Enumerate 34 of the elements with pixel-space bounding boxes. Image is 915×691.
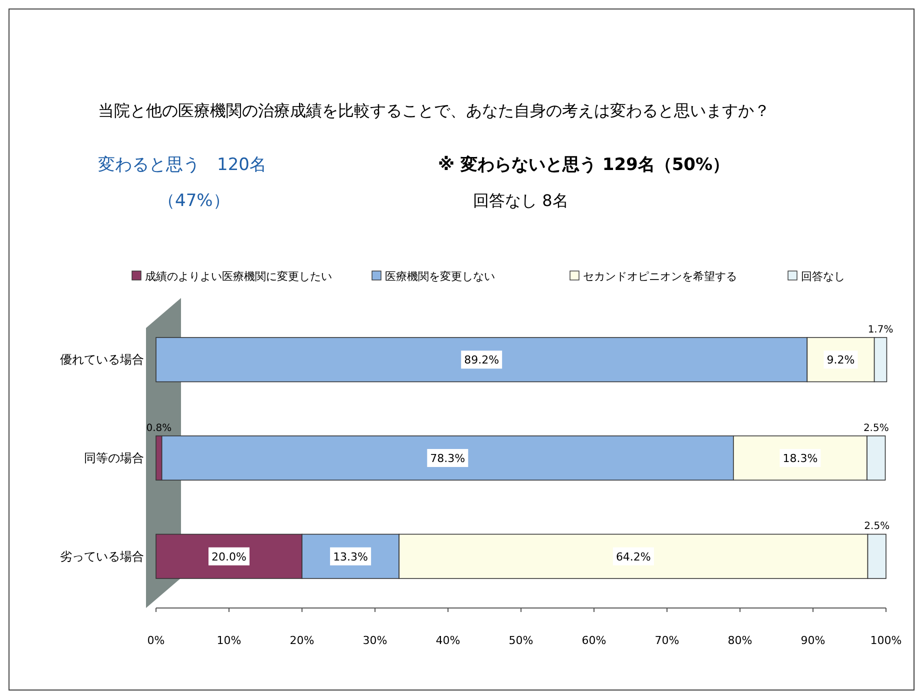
x-tick-label: 50% [508, 634, 534, 647]
x-tick-label: 70% [654, 634, 680, 647]
x-tick-label: 60% [582, 634, 606, 647]
y-tick-label: 劣っている場合 [60, 549, 144, 564]
data-label: 13.3% [333, 550, 368, 564]
x-tick-label: 90% [800, 634, 826, 647]
x-tick-label: 100% [870, 634, 902, 647]
text: 変わると思う 120名 [98, 155, 266, 175]
data-label: 89.2% [464, 354, 500, 367]
x-tick-label: 10% [216, 634, 242, 647]
data-label: 78.3% [430, 452, 466, 465]
x-tick-label: 30% [362, 634, 388, 647]
text: （47%） [158, 191, 230, 211]
text: 回答なし 8名 [473, 191, 568, 210]
data-label: 20.0% [212, 550, 246, 564]
legend-label: 成績のよりよい医療機関に変更したい [145, 270, 332, 283]
y-tick-label: 優れている場合 [60, 352, 144, 367]
x-tick-label: 80% [728, 634, 752, 647]
x-tick-label: 20% [290, 634, 314, 647]
legend-label: セカンドオピニオンを希望する [583, 270, 737, 283]
data-label: 1.7% [868, 324, 894, 336]
chart-title: 当院と他の医療機関の治療成績を比較することで、あなた自身の考えは変わると思いますか？ [98, 101, 770, 120]
data-label: 2.5% [864, 521, 890, 532]
data-label: 0.8% [146, 422, 172, 434]
data-label: 9.2% [826, 354, 855, 367]
legend-label: 医療機関を変更しない [385, 270, 495, 283]
legend-label: 回答なし [801, 270, 845, 283]
data-label: 18.3% [782, 452, 818, 465]
y-tick-label: 同等の場合 [84, 451, 144, 465]
text: ※ 変わらないと思う 129名（50%） [438, 155, 730, 175]
x-tick-label: 0% [147, 634, 165, 647]
data-label: 64.2% [616, 550, 651, 564]
data-label: 2.5% [863, 422, 889, 434]
x-tick-label: 40% [436, 634, 460, 647]
